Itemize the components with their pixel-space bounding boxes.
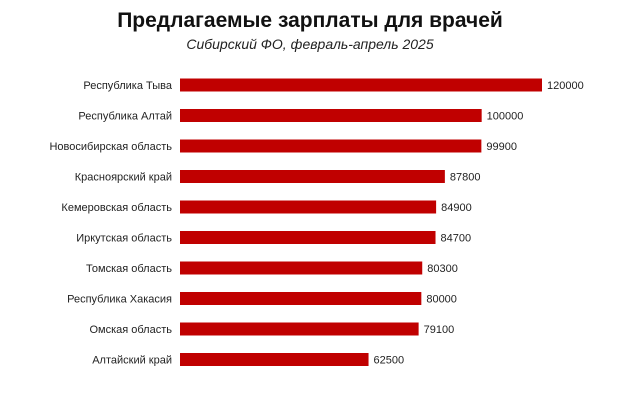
value-label: 84900 — [441, 202, 472, 214]
category-label: Томская область — [86, 263, 172, 275]
category-label: Республика Алтай — [78, 111, 172, 123]
bar — [180, 292, 422, 305]
category-label: Республика Хакасия — [67, 294, 172, 306]
category-label: Республика Тыва — [83, 80, 173, 92]
bar — [180, 322, 419, 336]
bar — [180, 231, 436, 244]
category-label: Иркутская область — [76, 233, 172, 245]
value-label: 80300 — [427, 263, 458, 275]
value-label: 79100 — [424, 324, 455, 336]
category-label: Алтайский край — [92, 355, 172, 367]
bar — [180, 170, 445, 183]
chart-title: Предлагаемые зарплаты для врачей — [117, 9, 503, 32]
value-label: 100000 — [487, 111, 524, 123]
chart-subtitle: Сибирский ФО, февраль-апрель 2025 — [186, 36, 434, 52]
value-label: 87800 — [450, 172, 481, 184]
bar — [180, 261, 423, 275]
category-label: Новосибирская область — [49, 141, 172, 153]
value-label: 99900 — [486, 141, 517, 153]
bar — [180, 78, 542, 92]
category-label: Кемеровская область — [61, 202, 172, 214]
value-label: 80000 — [426, 294, 457, 306]
bar — [180, 353, 369, 366]
bar — [180, 200, 437, 214]
value-label: 120000 — [547, 80, 584, 92]
bar — [180, 109, 482, 122]
bar — [180, 139, 482, 153]
value-label: 62500 — [374, 355, 405, 367]
category-label: Омская область — [89, 324, 172, 336]
value-label: 84700 — [441, 233, 472, 245]
category-label: Красноярский край — [75, 172, 172, 184]
